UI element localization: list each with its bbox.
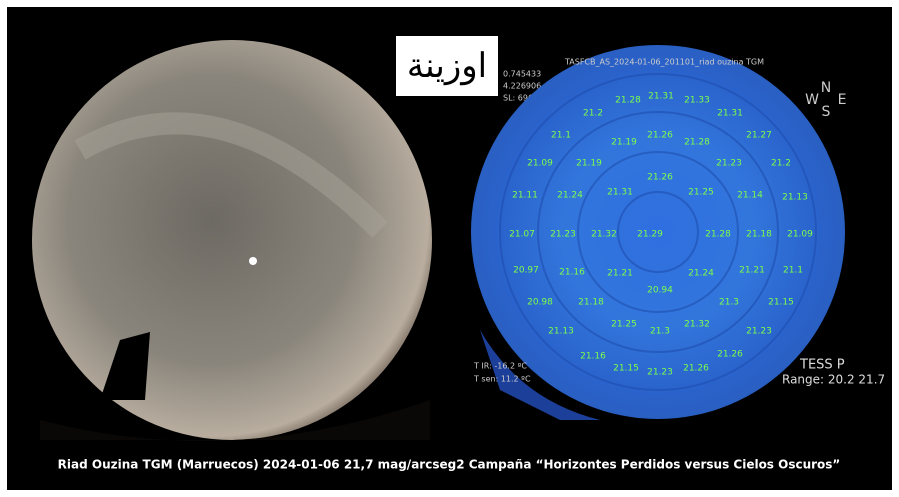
reading: 20.98 [527,298,553,308]
reading: 21.1 [551,131,571,141]
compass-n: N [821,80,831,96]
reading: 21.29 [637,230,663,240]
reading: 20.97 [513,266,539,276]
reading: 21.24 [557,191,583,201]
reading: 21.26 [683,364,709,374]
t-sen: T sen: 11.2 ºC [473,375,531,384]
reading: 21.24 [688,269,714,279]
reading: 21.09 [787,230,813,240]
reading: 21.2 [583,109,603,119]
reading: 21.09 [527,159,553,169]
reading: 21.16 [559,268,585,278]
caption: Riad Ouzina TGM (Marruecos) 2024-01-06 2… [58,458,841,472]
reading: 21.11 [512,191,538,201]
reading: 21.23 [647,368,673,378]
reading: 21.31 [717,109,743,119]
reading: 21.3 [650,327,670,337]
compass-s: S [822,104,831,120]
reading: 21.28 [684,138,710,148]
reading: 21.25 [688,188,714,198]
reading: 21.15 [768,298,794,308]
reading: 20.94 [647,286,673,296]
reading: 21.26 [717,350,743,360]
reading: 21.26 [647,173,673,183]
reading: 21.2 [771,159,791,169]
reading: 21.28 [705,230,731,240]
reading: 21.26 [647,131,673,141]
reading: 21.33 [684,96,710,106]
reading: 21.32 [591,230,617,240]
reading: 21.18 [746,230,772,240]
reading: 21.27 [746,131,772,141]
reading: 21.15 [613,364,639,374]
sky-photo [32,40,432,440]
t-ir: T IR: -16.2 ºC [473,362,527,371]
device: TESS P [799,358,845,373]
screenshot: اوزينة 0.745433 4.226906 SL: 696 m TASFC… [0,0,899,497]
reading: 21.19 [611,138,637,148]
reading: 21.32 [684,320,710,330]
compass-e: E [838,92,847,108]
reading: 21.23 [746,327,772,337]
logo: اوزينة [407,46,487,86]
compass-w: W [805,92,819,108]
lat: 0.745433 [503,70,541,79]
reading: 21.31 [607,188,633,198]
readings: 21.28 21.31 21.33 21.2 21.31 21.1 21.19 21.26 21… [509,92,813,378]
lon: 4.226906 [503,82,541,91]
reading: 21.21 [739,266,765,276]
reading: 21.13 [548,327,574,337]
reading: 21.21 [607,269,633,279]
reading: 21.31 [648,92,674,102]
planet [249,257,257,265]
reading: 21.18 [578,298,604,308]
reading: 21.28 [615,96,641,106]
range: Range: 20.2 21.7 [782,373,885,387]
map-header: TASFCB_AS_2024-01-06_201101_riad ouzina … [564,58,764,67]
reading: 21.13 [782,193,808,203]
reading: 21.23 [550,230,576,240]
reading: 21.23 [716,159,742,169]
reading: 21.3 [719,298,739,308]
reading: 21.1 [783,266,803,276]
reading: 21.07 [509,230,535,240]
reading: 21.14 [737,191,763,201]
reading: 21.16 [580,352,606,362]
reading: 21.19 [576,159,602,169]
reading: 21.25 [611,320,637,330]
